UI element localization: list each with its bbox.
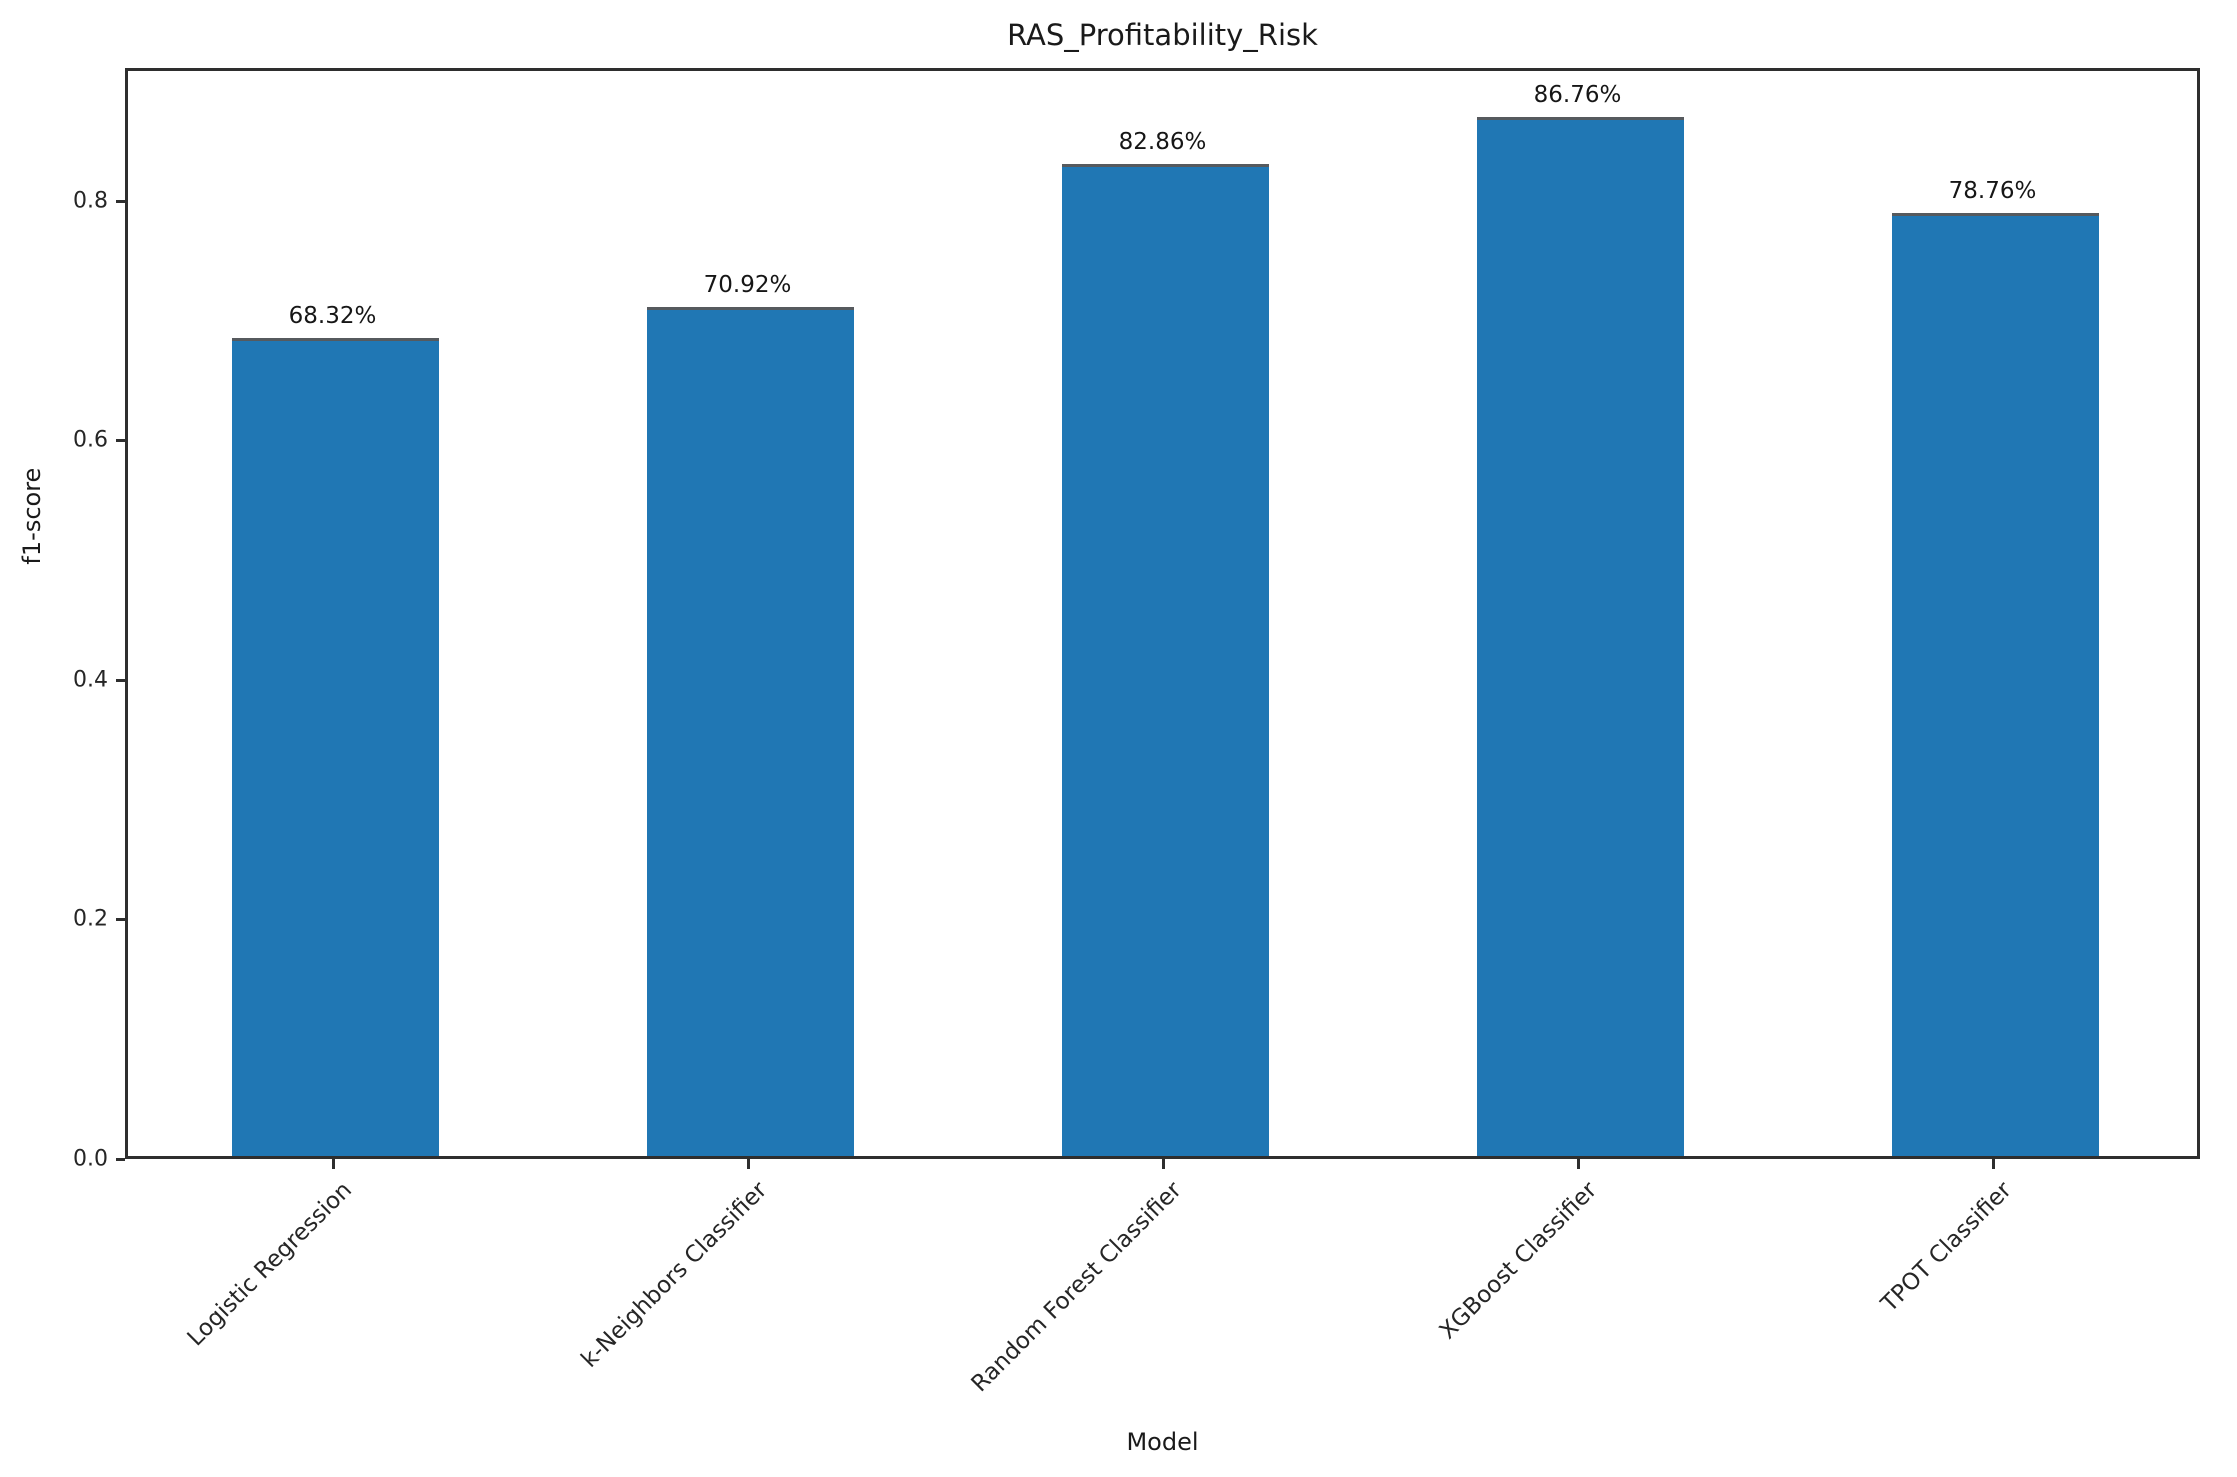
x-tick-mark — [331, 1159, 335, 1169]
y-tick-mark — [116, 199, 125, 203]
bar-xgboost-classifier — [1476, 117, 1685, 1156]
y-tick-mark — [116, 1158, 125, 1161]
x-tick-mark — [1991, 1159, 1995, 1169]
bar-random-forest-classifier — [1061, 164, 1270, 1156]
x-tick-label: k-Neighbors Classifier — [576, 1177, 772, 1373]
bar-logistic-regression — [231, 338, 440, 1156]
bar-value-label: 68.32% — [288, 303, 377, 329]
x-tick-mark — [746, 1159, 750, 1169]
x-tick-mark — [1161, 1159, 1165, 1169]
x-tick-mark — [1576, 1159, 1580, 1169]
bar-k-neighbors-classifier — [646, 307, 855, 1156]
bar-value-label: 78.76% — [1948, 178, 2037, 204]
bar-value-label: 86.76% — [1533, 82, 1622, 108]
y-tick-mark — [116, 678, 125, 682]
plot-area — [125, 68, 2200, 1159]
x-tick-label: Logistic Regression — [182, 1177, 357, 1352]
x-tick-label: XGBoost Classifier — [1434, 1177, 1602, 1345]
x-tick-label: TPOT Classifier — [1876, 1177, 2017, 1318]
y-tick-label: 0.4 — [73, 667, 108, 693]
chart-title: RAS_Profitability_Risk — [1007, 18, 1318, 52]
y-tick-label: 0.0 — [73, 1146, 108, 1172]
bar-tpot-classifier — [1891, 213, 2100, 1156]
y-axis-label: f1-score — [18, 467, 46, 565]
bar-value-label: 82.86% — [1118, 129, 1207, 155]
y-tick-mark — [116, 439, 125, 443]
y-tick-label: 0.8 — [73, 188, 108, 214]
y-tick-mark — [116, 918, 125, 922]
x-axis-label: Model — [1126, 1428, 1199, 1456]
x-tick-label: Random Forest Classifier — [966, 1177, 1187, 1398]
bar-value-label: 70.92% — [703, 272, 792, 298]
y-tick-label: 0.2 — [73, 906, 108, 932]
y-tick-label: 0.6 — [73, 427, 108, 453]
